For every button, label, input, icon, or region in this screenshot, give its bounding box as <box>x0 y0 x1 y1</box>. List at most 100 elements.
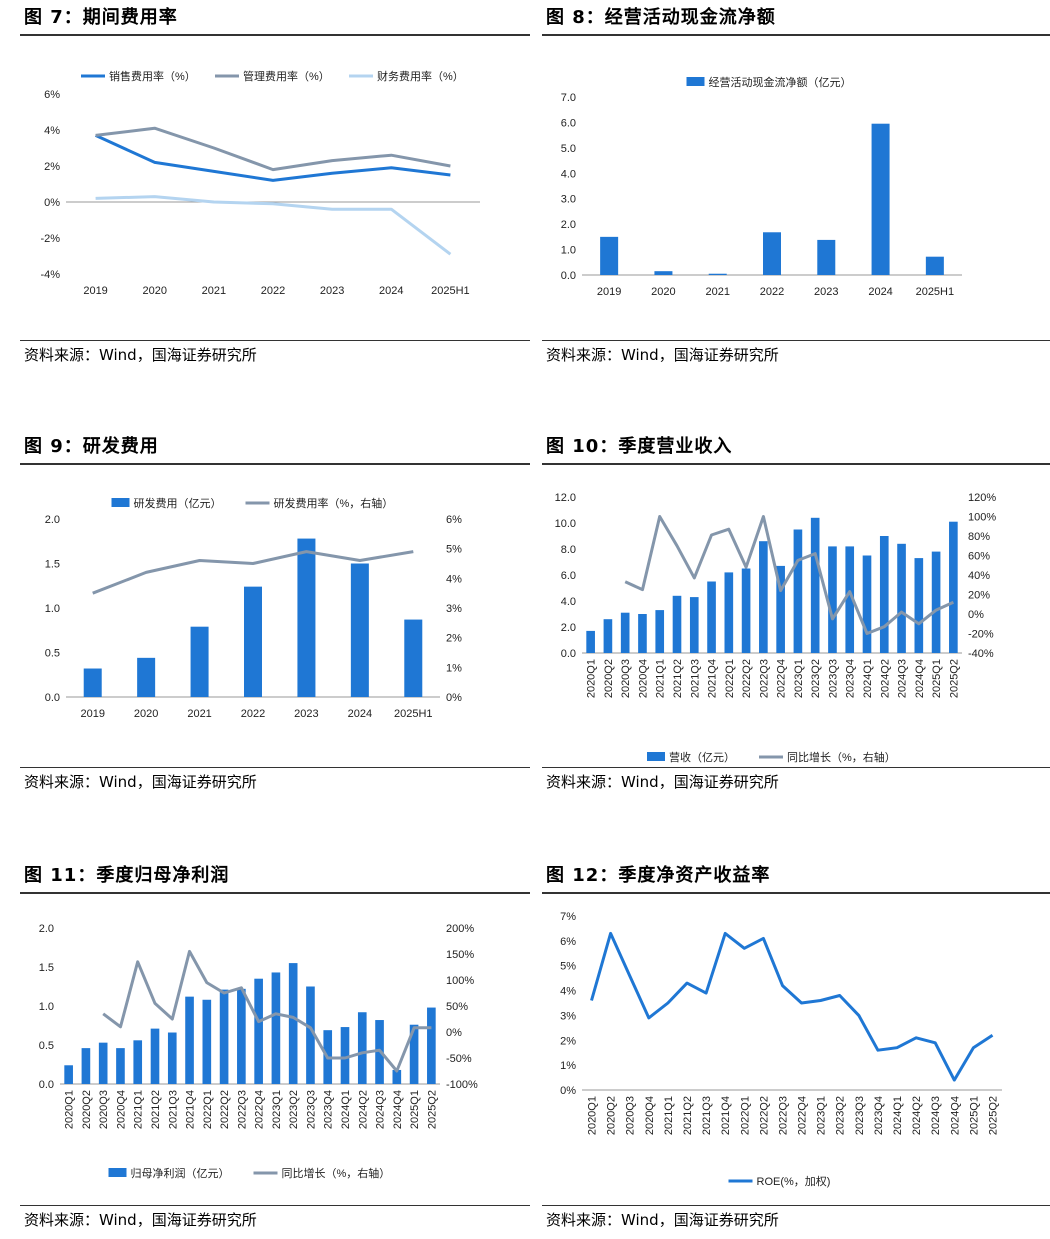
bar <box>862 555 872 653</box>
y2-tick-label: 0% <box>446 692 462 704</box>
x-tick-label: 2024 <box>348 708 372 720</box>
x-tick-label: 2025Q1 <box>931 659 943 698</box>
legend-swatch <box>686 77 705 86</box>
x-tick-label: 2023Q1 <box>816 1096 828 1135</box>
y2-tick-label: 2% <box>446 633 462 645</box>
y2-tick-label: 5% <box>446 544 462 556</box>
chart-title: 图 8：经营活动现金流净额 <box>542 4 1050 36</box>
y2-tick-label: 20% <box>968 590 990 602</box>
legend-label: 管理费用率（%） <box>243 69 330 83</box>
x-tick-label: 2020Q1 <box>64 1090 76 1129</box>
bar <box>271 972 281 1084</box>
chart-svg: 0.0 0.5 1.0 1.5 2.0 -100% -50% 0% 50% 100% 150% 200… <box>39 923 478 1180</box>
x-tick-label: 2022Q3 <box>758 659 770 698</box>
legend-label: 研发费用率（%，右轴） <box>274 496 394 510</box>
x-tick-label: 2023Q3 <box>827 659 839 698</box>
series-line <box>95 126 451 172</box>
y-tick-label: 6% <box>560 936 576 948</box>
y2-tick-label: 3% <box>446 603 462 615</box>
x-tick-label: 2021Q4 <box>720 1096 732 1135</box>
x-tick-label: 2021Q4 <box>707 659 719 698</box>
legend-swatch <box>108 1168 127 1177</box>
y2-tick-label: 40% <box>968 570 990 582</box>
bar <box>879 536 889 653</box>
x-tick-label: 2022Q2 <box>758 1096 770 1135</box>
y2-tick-label: 50% <box>446 1001 468 1013</box>
x-tick-label: 2019 <box>597 286 621 298</box>
y-tick-label: 2.0 <box>561 622 576 634</box>
x-tick-label: 2020Q1 <box>587 1096 599 1135</box>
bar <box>340 1027 350 1084</box>
x-tick-label: 2019 <box>83 285 107 297</box>
bar <box>672 595 682 653</box>
y-tick-label: 0% <box>560 1085 576 1097</box>
y-tick-label: 6.0 <box>561 570 576 582</box>
y-tick-label: 4% <box>44 125 60 137</box>
bar <box>620 612 630 653</box>
bar <box>707 581 716 653</box>
chart-title: 图 10：季度营业收入 <box>542 433 1050 465</box>
legend-label: 财务费用率（%） <box>377 69 464 83</box>
bar <box>306 986 315 1084</box>
x-tick-label: 2024Q2 <box>911 1096 923 1135</box>
x-tick-label: 2022 <box>760 286 784 298</box>
series-line <box>95 195 452 256</box>
x-tick-label: 2021Q3 <box>167 1090 179 1129</box>
x-tick-label: 2024Q1 <box>892 1096 904 1135</box>
bar <box>949 521 958 653</box>
x-tick-label: 2021 <box>187 708 211 720</box>
bar <box>427 1007 436 1084</box>
x-tick-label: 2022Q3 <box>236 1090 248 1129</box>
chart-svg: 0.0 0.5 1.0 1.5 2.0 0% 1% 2% 3% 4% 5% 6% 2019 2020 202… <box>45 496 462 720</box>
y2-tick-label: 200% <box>446 923 474 935</box>
bar <box>116 1048 125 1084</box>
bar <box>586 630 595 653</box>
x-tick-label: 2023Q2 <box>810 659 822 698</box>
x-tick-label: 2020Q3 <box>98 1090 110 1129</box>
legend-label: 归母净利润（亿元） <box>131 1166 230 1180</box>
series-line <box>590 931 994 1082</box>
x-tick-label: 2024Q3 <box>375 1090 387 1129</box>
y-tick-label: 3% <box>560 1010 576 1022</box>
bar <box>817 239 836 275</box>
x-tick-label: 2025H1 <box>394 708 433 720</box>
source-note: 资料来源：Wind，国海证券研究所 <box>20 340 530 369</box>
x-tick-label: 2021Q2 <box>672 659 684 698</box>
x-tick-label: 2024Q3 <box>897 659 909 698</box>
x-tick-label: 2024Q2 <box>879 659 891 698</box>
series-line <box>624 515 955 635</box>
chart-title: 图 7：期间费用率 <box>20 4 530 36</box>
y-tick-label: 7.0 <box>561 92 576 104</box>
source-note: 资料来源：Wind，国海证券研究所 <box>542 767 1050 796</box>
legend-label: 经营活动现金流净额（亿元） <box>709 75 852 89</box>
y-tick-label: 2.0 <box>561 219 576 231</box>
x-tick-label: 2022 <box>241 708 265 720</box>
y-tick-label: 0.5 <box>45 648 60 660</box>
bar <box>708 273 727 275</box>
bar <box>202 999 212 1084</box>
panel-chart-10: 图 10：季度营业收入 0.0 2.0 4.0 6.0 8.0 10.0 12.0 -40% -… <box>542 433 1050 799</box>
x-tick-label: 2024Q1 <box>340 1090 352 1129</box>
x-tick-label: 2025Q1 <box>968 1096 980 1135</box>
y-tick-label: -2% <box>40 233 60 245</box>
x-tick-label: 2025H1 <box>431 285 470 297</box>
bar <box>288 963 298 1084</box>
x-tick-label: 2019 <box>80 708 104 720</box>
y-tick-label: 4% <box>560 986 576 998</box>
bar <box>244 586 262 697</box>
x-tick-label: 2022Q4 <box>797 1096 809 1135</box>
bar <box>81 1048 91 1084</box>
bar <box>776 565 785 653</box>
x-tick-label: 2021 <box>705 286 729 298</box>
bar <box>137 657 156 697</box>
y2-tick-label: 0% <box>968 609 984 621</box>
series-line <box>92 550 414 595</box>
y-tick-label: 0.0 <box>561 270 576 282</box>
y-tick-label: 0% <box>44 197 60 209</box>
bar <box>237 988 246 1084</box>
bar <box>254 978 263 1084</box>
y2-tick-label: 100% <box>968 512 996 524</box>
legend-label: 同比增长（%，右轴） <box>787 750 896 764</box>
bar <box>845 546 855 653</box>
x-tick-label: 2020Q3 <box>620 659 632 698</box>
